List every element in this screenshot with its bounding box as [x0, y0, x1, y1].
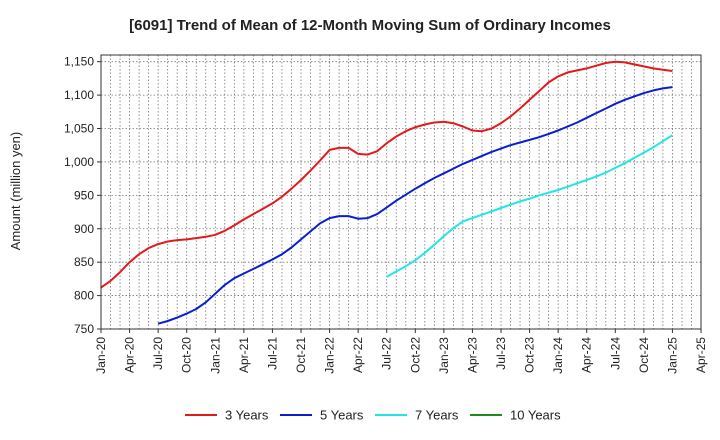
x-tick-label: Oct-20	[180, 337, 194, 373]
x-tick-label: Oct-21	[294, 337, 308, 373]
x-tick-labels: Jan-20 Apr-20 Jul-20 Oct-20 Jan-21 Apr-21 Jul-…	[94, 329, 708, 374]
series-line-3	[386, 134, 673, 278]
series-lines	[100, 60, 673, 325]
x-tick-label: Oct-22	[408, 337, 422, 373]
y-tick-label: 950	[74, 188, 94, 202]
legend-label: 3 Years	[225, 408, 269, 423]
x-tick-label: Apr-21	[237, 337, 251, 373]
x-tick-label: Apr-24	[580, 337, 594, 373]
x-tick-label: Jan-21	[208, 337, 222, 374]
y-tick-label: 800	[74, 289, 94, 303]
y-tick-label: 1,000	[64, 155, 94, 169]
y-tick-label: 1,100	[64, 88, 94, 102]
x-tick-label: Jul-23	[494, 337, 508, 370]
y-tick-label: 1,150	[64, 55, 94, 69]
series-line-2	[157, 86, 673, 325]
x-tick-label: Apr-20	[123, 337, 137, 373]
y-tick-labels: 750 800 850 900 950 1,000 1,050 1,100 1,150	[64, 55, 101, 336]
x-tick-label: Jan-25	[665, 337, 679, 374]
x-tick-label: Jan-22	[323, 337, 337, 374]
y-tick-label: 750	[74, 322, 94, 336]
x-tick-label: Jan-20	[94, 337, 108, 374]
legend-label: 7 Years	[415, 408, 459, 423]
legend: 3 Years 5 Years 7 Years 10 Years	[185, 408, 561, 423]
x-tick-label: Jul-20	[151, 337, 165, 370]
x-tick-label: Oct-24	[637, 337, 651, 373]
plot-frame	[100, 54, 702, 330]
grid-lines	[101, 55, 701, 330]
y-tick-label: 1,050	[64, 122, 94, 136]
y-axis-label: Amount (million yen)	[8, 132, 23, 251]
x-tick-label: Jul-24	[608, 337, 622, 370]
y-tick-label: 900	[74, 222, 94, 236]
x-tick-label: Jul-21	[265, 337, 279, 370]
x-tick-label: Jan-23	[437, 337, 451, 374]
y-tick-label: 850	[74, 255, 94, 269]
legend-label: 5 Years	[320, 408, 364, 423]
x-tick-label: Jan-24	[551, 337, 565, 374]
x-tick-label: Apr-25	[694, 337, 708, 373]
series-line-1	[100, 60, 673, 289]
legend-label: 10 Years	[510, 408, 561, 423]
x-tick-label: Jul-22	[380, 337, 394, 370]
chart-title: [6091] Trend of Mean of 12-Month Moving …	[129, 17, 611, 34]
x-tick-label: Apr-23	[465, 337, 479, 373]
x-tick-label: Oct-23	[523, 337, 537, 373]
x-tick-label: Apr-22	[351, 337, 365, 373]
